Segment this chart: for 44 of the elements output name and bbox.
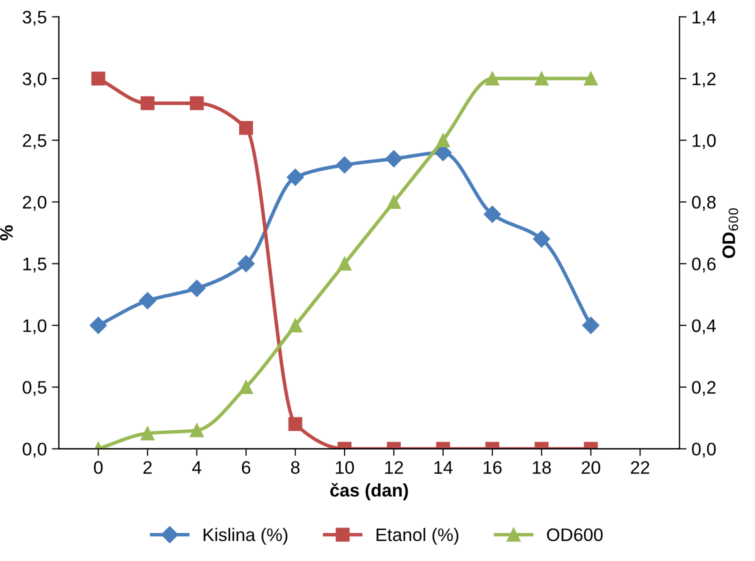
y2-axis-title: OD$_{600}$ (722, 208, 738, 258)
point (436, 133, 450, 148)
x-tick-label: 14 (434, 461, 453, 474)
y-tick-label: 0,5 (22, 381, 46, 396)
y-axis-title: % (0, 225, 13, 240)
y-tick-label: 3,0 (22, 72, 46, 88)
point (239, 380, 254, 394)
y2-tick-label: 0,0 (692, 442, 716, 458)
point (584, 72, 598, 86)
point (485, 72, 500, 86)
y2-tick-label: 1,2 (692, 72, 716, 88)
y2-tick-label: 0,8 (692, 196, 716, 211)
x-tick-label: 0 (94, 461, 103, 474)
y2-tick-label: 0,2 (692, 381, 716, 396)
legend-label: Kislina (%) (204, 528, 288, 545)
y-tick-label: 2,0 (22, 196, 46, 211)
point (190, 423, 204, 438)
x-tick-label: 2 (143, 461, 152, 474)
point (288, 318, 302, 332)
y-tick-label: 1,5 (23, 258, 46, 273)
point (140, 426, 154, 440)
y2-tick-label: 0,4 (692, 319, 716, 334)
x-tick-label: 12 (385, 461, 403, 474)
point (338, 256, 352, 271)
x-axis-title: čas (dan) (330, 482, 408, 500)
y2-tick-label: 1,4 (692, 10, 716, 26)
x-tick-label: 20 (582, 461, 600, 474)
y2-tick-label: 0,6 (692, 258, 716, 273)
point (386, 195, 401, 209)
y-tick-label: 0,0 (22, 442, 46, 458)
legend-label: Etanol (%) (376, 528, 458, 545)
y-tick-label: 1,0 (23, 319, 46, 334)
y-tick-label: 2,5 (22, 134, 46, 150)
x-tick-label: 16 (484, 461, 502, 474)
x-tick-label: 6 (242, 461, 250, 474)
x-tick-label: 18 (532, 461, 551, 474)
x-tick-label: 8 (291, 461, 300, 474)
x-tick-label: 10 (336, 461, 354, 474)
point (534, 72, 549, 86)
y2-tick-label: 1,0 (692, 134, 716, 150)
x-tick-label: 22 (630, 461, 650, 474)
y-tick-label: 3,5 (22, 10, 46, 26)
legend-label: OD600 (546, 528, 603, 542)
x-tick-label: 4 (192, 461, 202, 474)
